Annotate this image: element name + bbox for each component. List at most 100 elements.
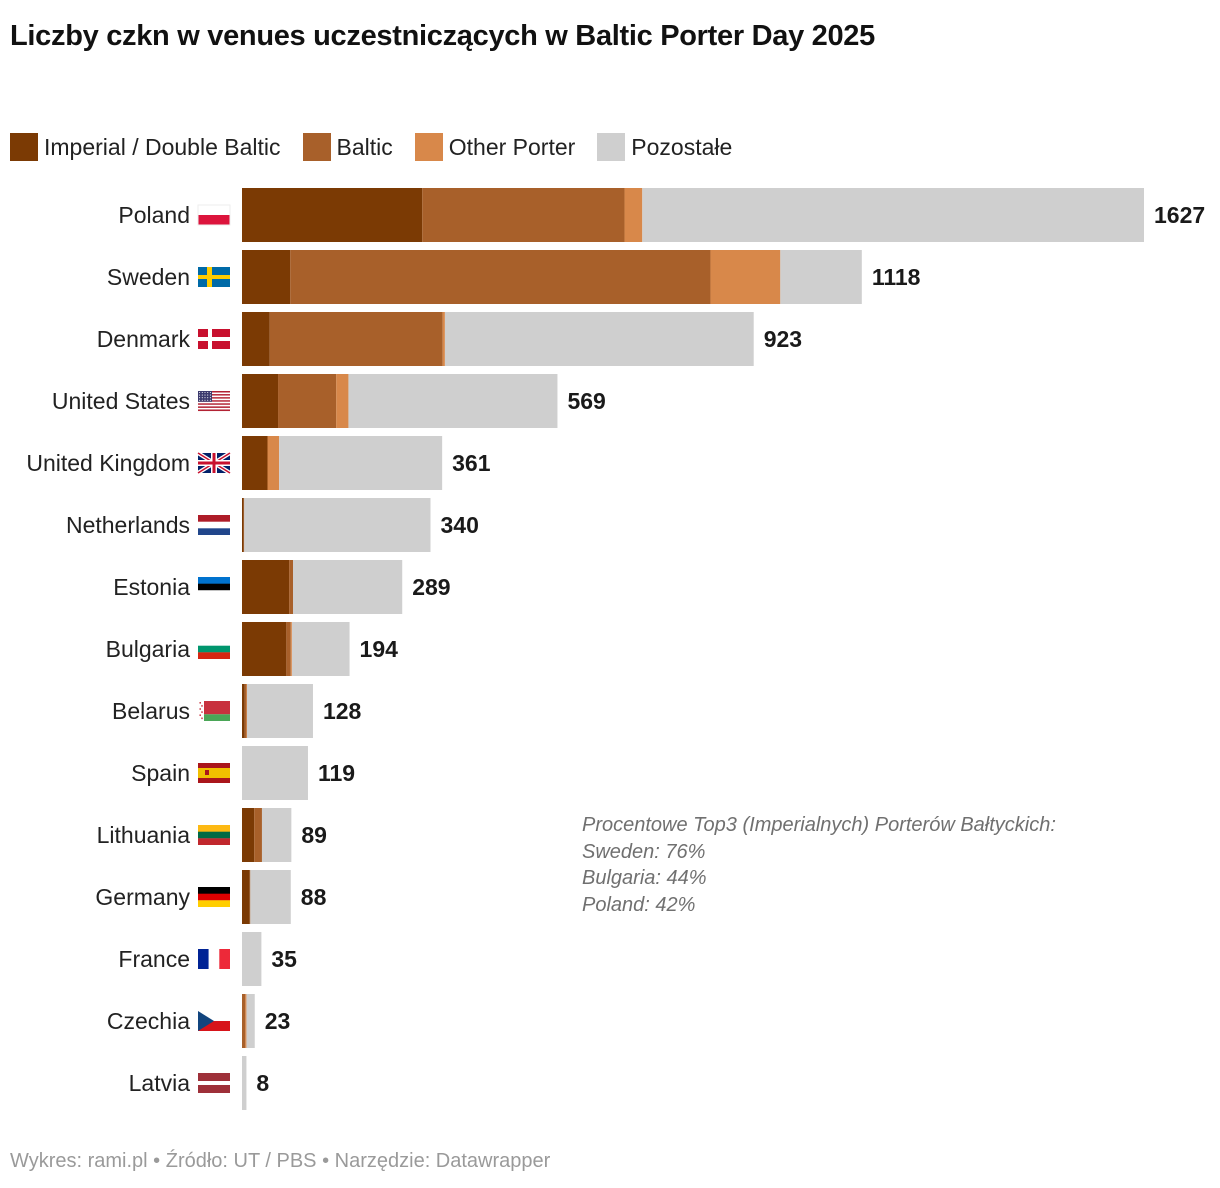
flag-netherlands-icon [198,515,230,535]
bar-germany-imperial-double-baltic [242,870,250,924]
category-label-spain: Spain [131,760,190,786]
bar-united-states-baltic [278,374,337,428]
bar-denmark-baltic [269,312,443,366]
value-label-lithuania: 89 [301,822,327,848]
value-label-france: 35 [271,946,297,972]
legend-swatch-pozostale [597,133,626,161]
flag-bulgaria-icon [198,639,230,659]
bar-lithuania-baltic [254,808,262,862]
legend-label-imperial: Imperial / Double Baltic [44,133,281,160]
annotation-line-bulgaria: Bulgaria: 44% [582,867,707,889]
bar-lithuania-imperial-double-baltic [242,808,255,862]
bar-netherlands-pozosta-e [244,498,431,552]
bar-united-states-imperial-double-baltic [242,374,279,428]
bar-bulgaria-pozosta-e [291,622,350,676]
value-label-sweden: 1118 [872,264,921,290]
value-label-denmark: 923 [764,326,802,352]
bar-france-pozosta-e [242,932,262,986]
bar-bulgaria-baltic [286,622,291,676]
value-label-bulgaria: 194 [360,636,399,662]
flag-spain-icon [198,763,230,783]
category-label-estonia: Estonia [113,574,190,600]
flag-lithuania-icon [198,825,230,845]
bar-latvia-pozosta-e [242,1056,247,1110]
category-label-france: France [118,946,190,972]
value-label-germany: 88 [301,884,327,910]
bar-denmark-pozosta-e [444,312,754,366]
bar-chart: Poland 1627 Sweden 1118 Denmark 923 United Sta… [26,188,1205,1110]
bar-sweden-baltic [290,250,711,304]
bar-poland-other-porter [624,188,643,242]
category-label-bulgaria: Bulgaria [106,636,191,662]
legend-label-other-porter: Other Porter [448,133,576,160]
annotation-line-sweden: Sweden: 76% [582,840,706,863]
legend-swatch-other-porter [414,133,443,161]
category-label-denmark: Denmark [97,326,191,352]
flag-belarus-icon [198,701,230,721]
bar-denmark-other-porter [442,312,445,366]
bar-united-states-pozosta-e [348,374,558,428]
bar-sweden-imperial-double-baltic [242,250,291,304]
bar-united-kingdom-other-porter [267,436,280,490]
bar-belarus-baltic [244,684,247,738]
footer-source: Źródło: UT / PBS [148,1150,317,1172]
bar-belarus-pozosta-e [246,684,313,738]
bar-czechia-pozosta-e [246,994,255,1048]
bar-poland-pozosta-e [642,188,1144,242]
bar-netherlands-imperial-double-baltic [242,498,244,552]
value-label-netherlands: 340 [440,512,478,538]
category-label-latvia: Latvia [129,1070,191,1096]
annotation-line-heading: Procentowe Top3 (Imperialnych) Porterów … [582,814,1056,836]
legend-item-imperial: Imperial / Double Baltic [10,133,281,161]
value-label-united-states: 569 [567,388,605,414]
category-label-belarus: Belarus [112,698,190,724]
flag-poland-icon [197,204,231,226]
flag-estonia-icon [198,577,230,597]
bar-czechia-other-porter [245,994,247,1048]
flag-france-icon [198,949,230,969]
flag-latvia-icon [198,1073,230,1093]
bar-sweden-other-porter [710,250,781,304]
value-label-latvia: 8 [256,1070,269,1096]
chart-title: Liczby czkn w venues uczestniczących w B… [10,20,875,52]
legend-label-pozostale: Pozostałe [631,133,733,160]
value-label-spain: 119 [318,760,355,786]
bar-estonia-baltic [289,560,294,614]
bar-denmark-imperial-double-baltic [242,312,270,366]
bar-poland-imperial-double-baltic [242,188,423,242]
flag-czechia-icon [198,1011,230,1031]
category-label-netherlands: Netherlands [66,512,190,538]
bar-belarus-other-porter [246,684,247,738]
category-label-lithuania: Lithuania [97,822,191,848]
bar-netherlands-baltic [243,498,245,552]
value-label-united-kingdom: 361 [452,450,491,476]
value-label-poland: 1627 [1154,202,1205,228]
footer: Wykres: rami.plŹródło: UT / PBSNarzędzie… [10,1150,550,1173]
category-label-sweden: Sweden [107,264,190,290]
bar-germany-pozosta-e [250,870,291,924]
bar-sweden-pozosta-e [780,250,862,304]
bar-poland-baltic [422,188,625,242]
bar-lithuania-pozosta-e [261,808,292,862]
value-label-estonia: 289 [412,574,450,600]
flag-uk-icon [196,451,232,475]
flag-usa-icon [198,391,230,412]
value-label-belarus: 128 [323,698,362,724]
bar-germany-baltic [249,870,251,924]
bar-united-kingdom-imperial-double-baltic [242,436,268,490]
bar-estonia-imperial-double-baltic [242,560,290,614]
legend-swatch-imperial [10,133,38,161]
legend-label-baltic: Baltic [336,133,393,160]
bar-bulgaria-imperial-double-baltic [242,622,287,676]
category-label-poland: Poland [118,202,190,228]
bar-belarus-imperial-double-baltic [242,684,245,738]
bar-bulgaria-other-porter [290,622,292,676]
legend: Imperial / Double Baltic Baltic Other Po… [10,132,754,162]
category-label-germany: Germany [95,884,190,910]
flag-germany-icon [198,887,230,907]
legend-item-pozostale: Pozostałe [597,133,732,161]
flag-denmark-icon [198,329,230,349]
bar-united-states-other-porter [336,374,349,428]
footer-tool: Narzędzie: Datawrapper [317,1150,551,1172]
footer-author: Wykres: rami.pl [10,1150,148,1172]
